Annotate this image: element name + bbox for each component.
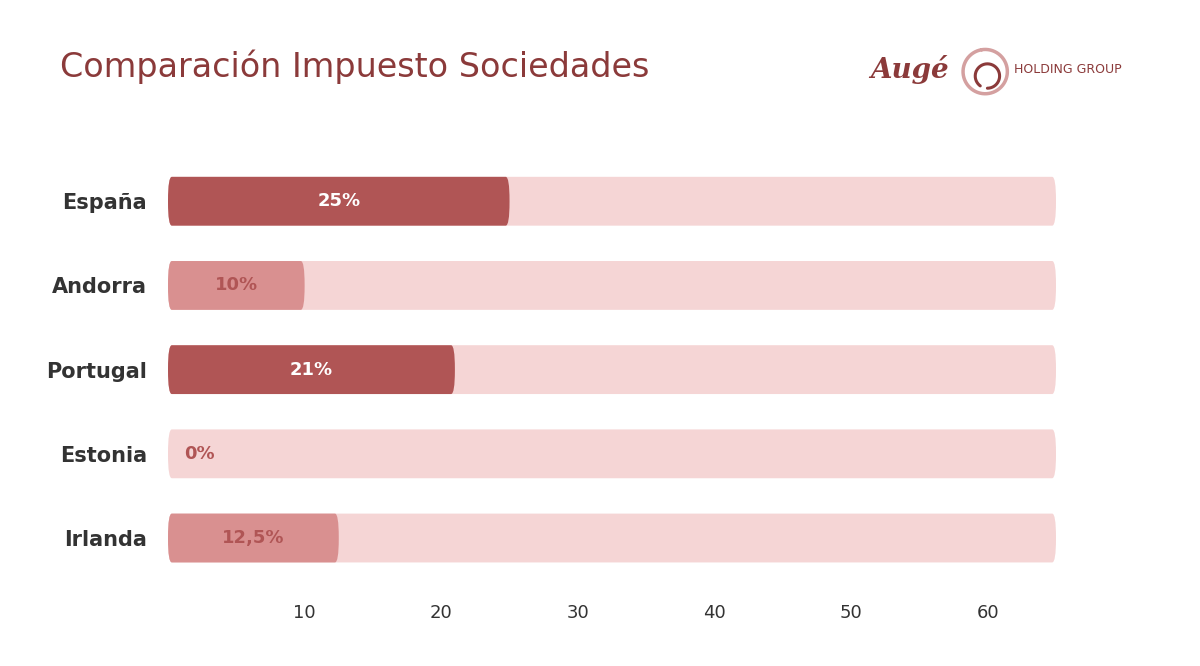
FancyBboxPatch shape	[168, 261, 305, 310]
Text: 12,5%: 12,5%	[222, 529, 284, 547]
Text: Augé: Augé	[870, 55, 949, 85]
FancyBboxPatch shape	[168, 513, 1056, 562]
FancyBboxPatch shape	[168, 177, 510, 226]
FancyBboxPatch shape	[168, 261, 1056, 310]
FancyBboxPatch shape	[168, 345, 455, 394]
Text: HOLDING GROUP: HOLDING GROUP	[1014, 63, 1122, 77]
Text: Comparación Impuesto Sociedades: Comparación Impuesto Sociedades	[60, 49, 649, 84]
FancyBboxPatch shape	[168, 345, 1056, 394]
FancyBboxPatch shape	[168, 177, 1056, 226]
Text: 0%: 0%	[185, 445, 215, 463]
Text: 21%: 21%	[290, 360, 334, 379]
FancyBboxPatch shape	[168, 430, 1056, 478]
Text: 25%: 25%	[317, 192, 360, 210]
Text: 10%: 10%	[215, 276, 258, 294]
FancyBboxPatch shape	[168, 513, 338, 562]
